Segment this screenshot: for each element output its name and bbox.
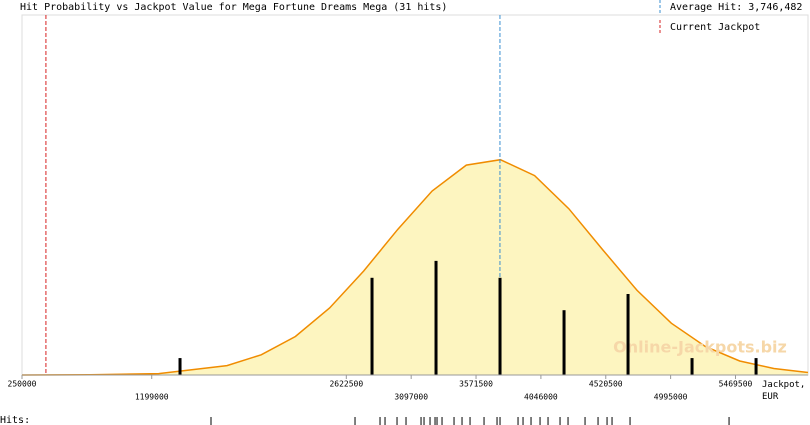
x-tick-label: 5469500 [719,380,753,389]
chart-title: Hit Probability vs Jackpot Value for Meg… [20,2,447,13]
bar [434,260,438,375]
watermark: Online-Jackpots.biz [613,338,787,357]
x-tick-label: 1199000 [135,393,169,402]
x-tick-label: 4046000 [524,393,558,402]
bar [754,358,758,375]
x-tick-label: 2622500 [329,380,363,389]
legend-average-label: Average Hit: 3,746,482 [670,2,802,13]
x-tick-label: 3571500 [459,380,493,389]
bar [178,358,182,375]
x-tick-label: 4995000 [654,393,688,402]
hits-label: Hits: [0,415,30,425]
x-axis-label: Jackpot, EUR [762,380,806,402]
bar [690,358,694,375]
bar [370,277,374,375]
x-tick-label: 3097000 [394,393,428,402]
curve-area [22,159,808,375]
legend-current-label: Current Jackpot [670,22,760,33]
x-tick-label: 250000 [8,380,37,389]
bar [562,310,566,375]
bar [498,277,502,375]
curve-line [21,158,809,376]
x-tick-label: 4520500 [589,380,623,389]
bar [626,294,630,375]
